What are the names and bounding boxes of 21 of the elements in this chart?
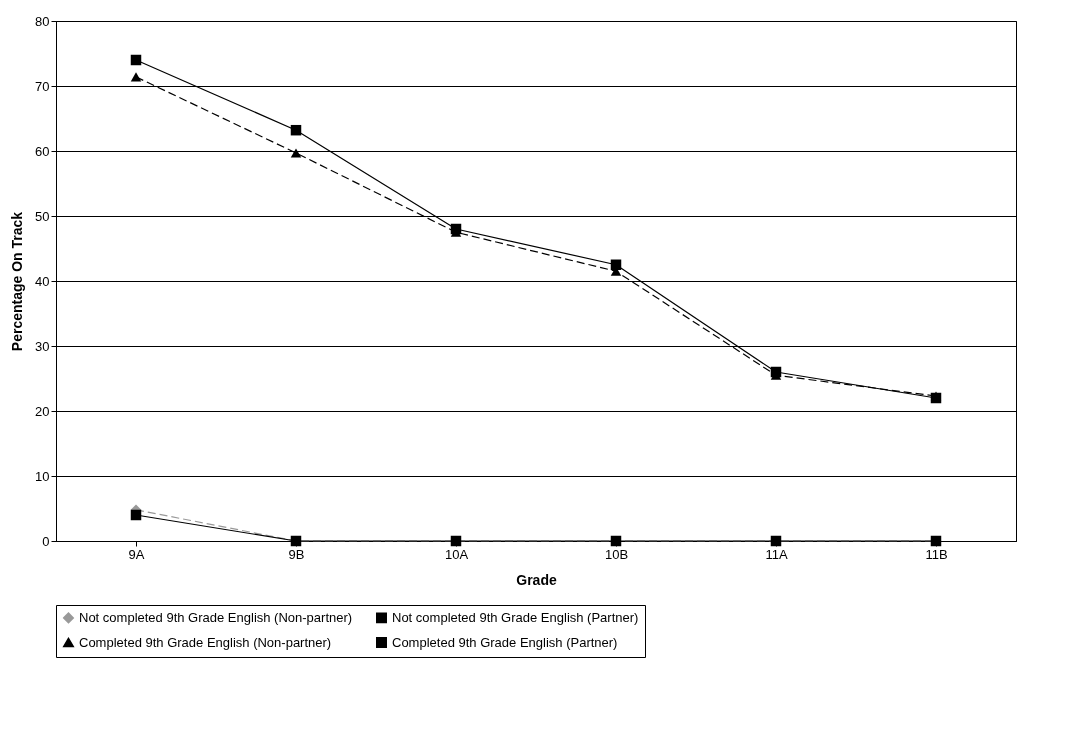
y-tick-label: 20 xyxy=(35,403,50,419)
y-axis-title: Percentage On Track xyxy=(9,211,26,352)
y-tick-label: 60 xyxy=(35,143,50,159)
legend-label: Completed 9th Grade English (Partner) xyxy=(392,634,618,650)
x-tick-label: 10A xyxy=(444,546,469,562)
y-tick-label: 50 xyxy=(35,208,50,224)
x-tick-label: 11B xyxy=(925,546,948,562)
x-tick-label: 9A xyxy=(128,546,145,562)
y-tick-label: 80 xyxy=(35,13,50,29)
x-tick-label: 9B xyxy=(288,546,305,562)
y-tick-label: 30 xyxy=(35,338,50,354)
x-tick-label: 10B xyxy=(604,546,629,562)
legend-label: Completed 9th Grade English (Non-partner) xyxy=(79,634,332,650)
y-tick-label: 10 xyxy=(35,468,50,484)
y-tick-label: 0 xyxy=(42,533,50,549)
x-axis-title: Grade xyxy=(516,571,557,588)
legend-label: Not completed 9th Grade English (Partner) xyxy=(392,609,639,625)
x-tick-label: 11A xyxy=(765,546,788,562)
legend-label: Not completed 9th Grade English (Non-partner) xyxy=(79,609,353,625)
y-tick-label: 40 xyxy=(35,273,50,289)
y-tick-label: 70 xyxy=(35,78,50,94)
